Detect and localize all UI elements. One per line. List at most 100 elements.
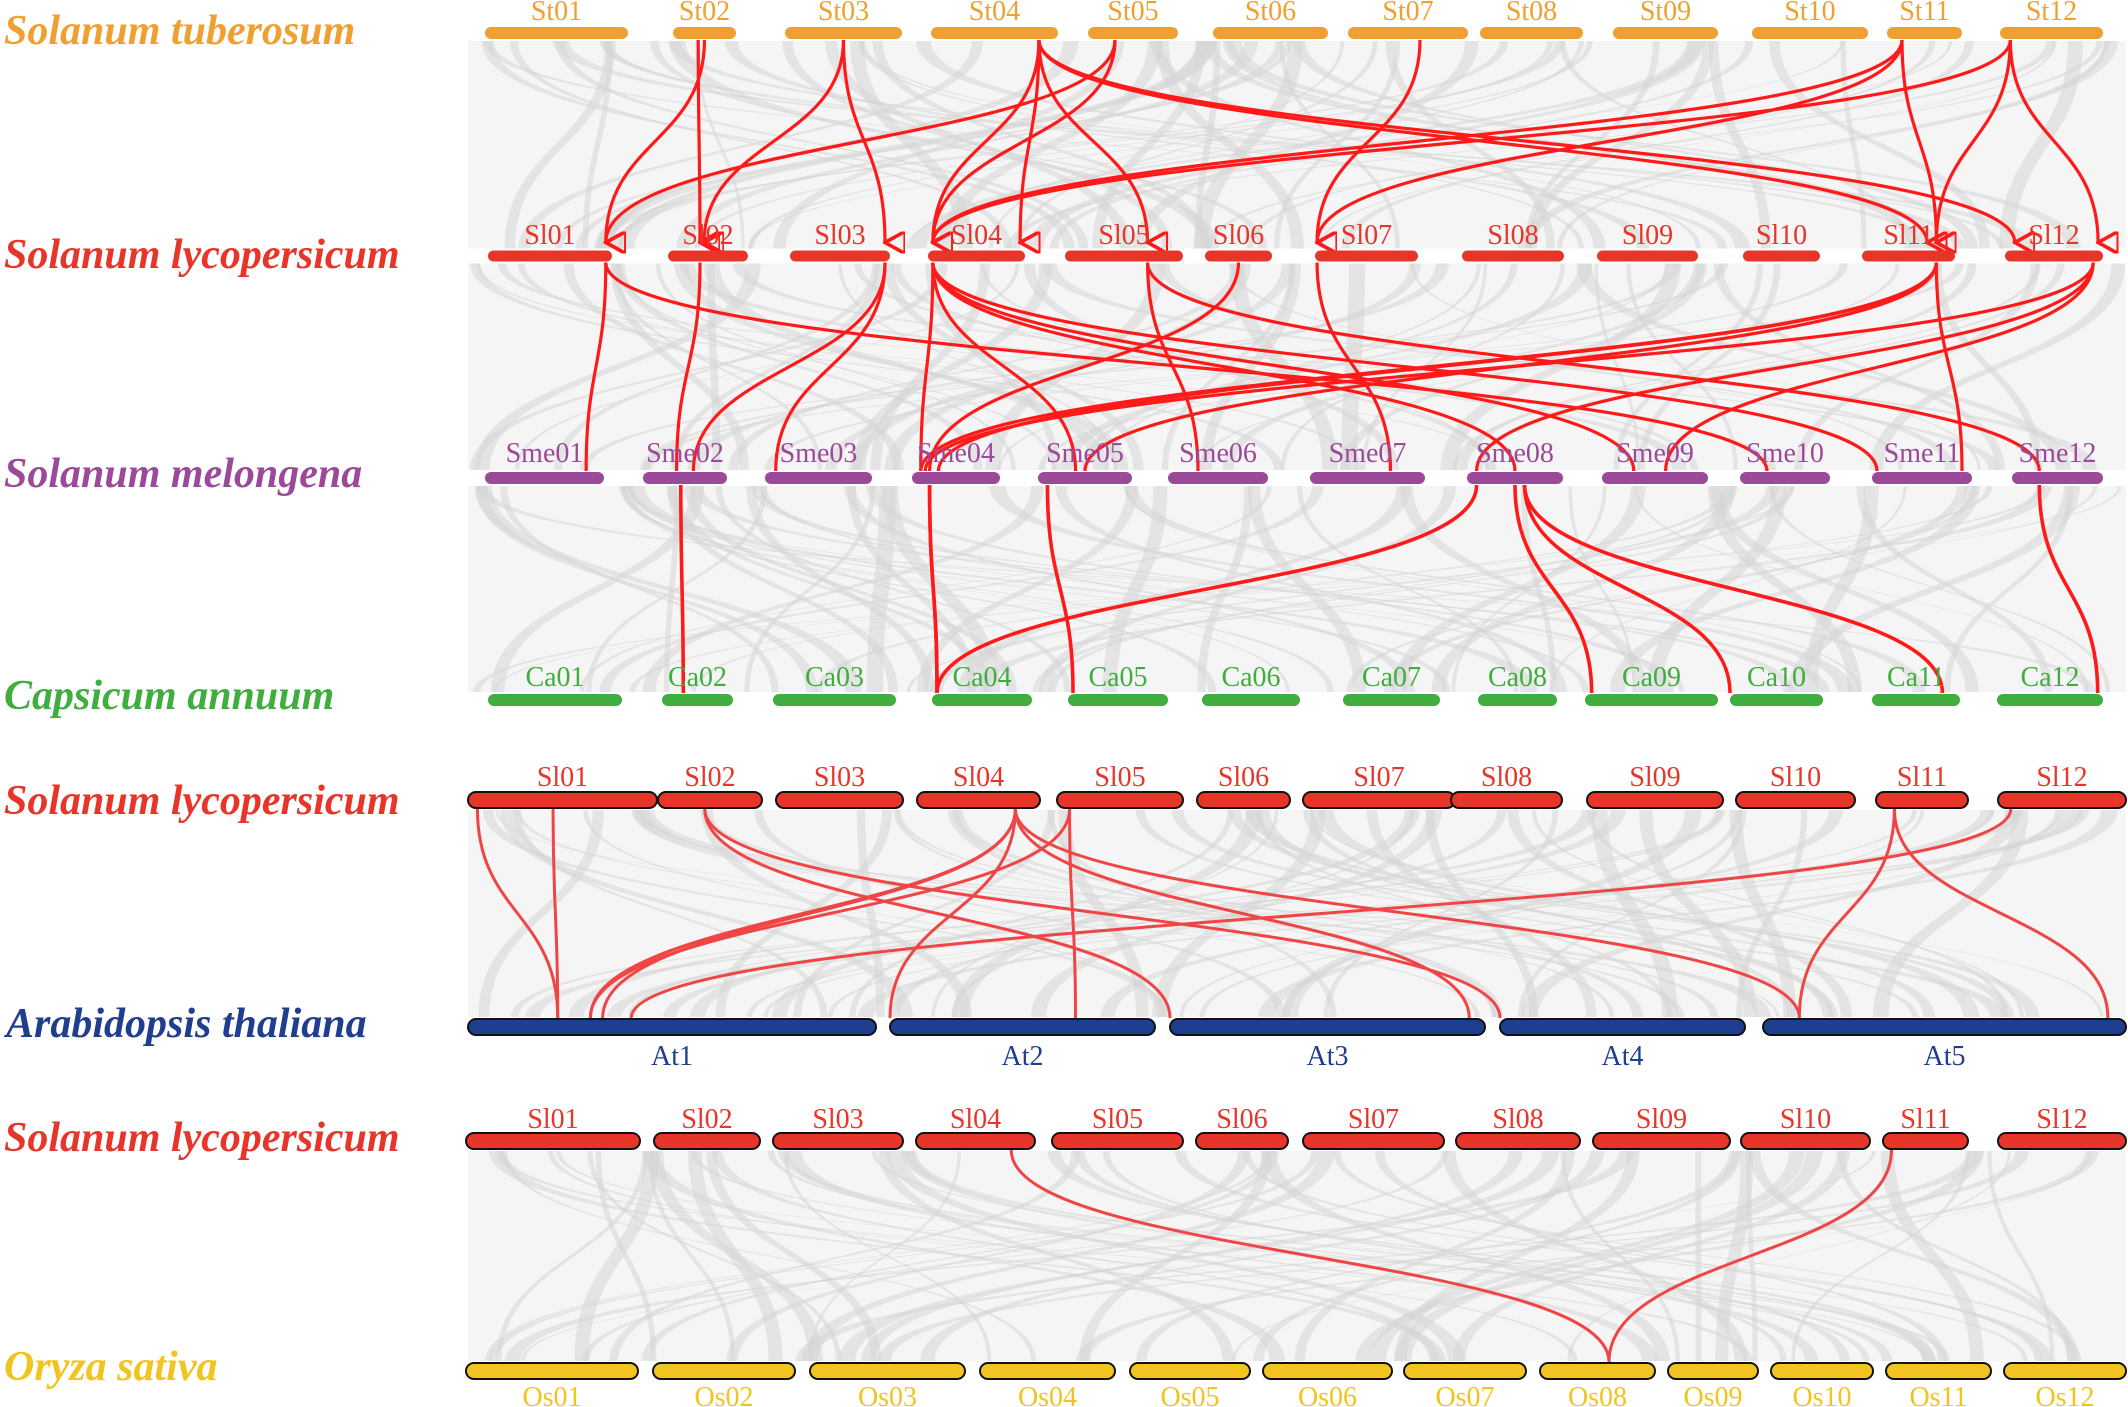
chromosome-bar [1450, 791, 1563, 809]
collinear-link [588, 808, 1072, 1019]
chromosome-label: Sl10 [1770, 762, 1821, 793]
synteny-band [1769, 41, 1991, 249]
background-synteny-links [468, 41, 2126, 1361]
chromosome-label: Sl01 [537, 762, 588, 793]
chromosome-St11: St11 [1887, 0, 1962, 39]
synteny-band [1281, 810, 1702, 1017]
chromosome-bar [1997, 694, 2103, 706]
synteny-band [925, 263, 1060, 470]
synteny-band [970, 486, 2052, 692]
synteny-band [518, 41, 984, 249]
chromosome-label: Ca03 [805, 662, 864, 693]
synteny-band [916, 41, 1750, 249]
synteny-band [783, 1151, 992, 1361]
chromosome-label: Ca07 [1362, 662, 1421, 693]
synteny-band [1385, 41, 1555, 249]
chromosome-bar [2005, 250, 2103, 262]
synteny-band [475, 486, 862, 692]
chromosome-bar [485, 472, 604, 484]
synteny-band [1869, 263, 2125, 470]
synteny-band [844, 486, 1415, 692]
chromosome-bar [1882, 1132, 1969, 1150]
synteny-band [857, 41, 1584, 249]
chromosome-label: Sl11 [1883, 220, 1933, 251]
chromosome-bar [653, 1132, 761, 1150]
synteny-band [1613, 263, 1763, 470]
chromosome-label: Sl06 [1216, 1104, 1267, 1135]
chromosome-label: Sl06 [1213, 220, 1264, 251]
chromosome-bar [1997, 791, 2127, 809]
collinear-link [1009, 1149, 1611, 1363]
chromosome-bar [1875, 791, 1969, 809]
chromosome-label: St01 [531, 0, 582, 27]
collinear-link [1892, 808, 2110, 1019]
chromosome-bar [465, 1362, 639, 1380]
synteny-band [1258, 810, 1834, 1017]
collinear-link [933, 39, 1117, 243]
chromosome-bar [1597, 250, 1698, 262]
chromosome-Sl05: Sl05 [1051, 1104, 1184, 1150]
synteny-band [1079, 1151, 1273, 1361]
synteny-band [1092, 41, 1206, 249]
synteny-band [1370, 1151, 1805, 1361]
synteny-band [852, 263, 1053, 470]
synteny-band [1253, 1151, 1743, 1361]
chromosome-Os01: Os01 [465, 1362, 639, 1407]
chromosome-Sme09: Sme09 [1602, 438, 1708, 484]
synteny-band [513, 810, 828, 1017]
synteny-band [470, 263, 948, 470]
chromosome-label: St05 [1107, 0, 1158, 27]
collinear-link [888, 808, 1017, 1019]
chromosome-label: Sl05 [1098, 220, 1149, 251]
synteny-band [910, 41, 1703, 249]
chromosome-St02: St02 [673, 0, 736, 39]
synteny-band [582, 41, 613, 249]
collinear-link [629, 808, 2013, 1019]
collinear-link [923, 262, 2095, 472]
synteny-band [1297, 486, 1519, 692]
chromosome-label: Sl12 [2028, 220, 2079, 251]
chromosome-label: Sl07 [1348, 1104, 1399, 1135]
synteny-band [481, 41, 1075, 249]
synteny-band [666, 486, 898, 692]
chromosome-label: St07 [1382, 0, 1433, 27]
chromosome-Sl10: Sl10 [1735, 762, 1856, 809]
chromosome-St01: St01 [485, 0, 628, 39]
synteny-band [612, 41, 1509, 249]
synteny-band [491, 486, 705, 692]
chromosome-Os04: Os04 [979, 1362, 1116, 1407]
collinear-link [933, 39, 1904, 243]
synteny-band [504, 41, 616, 249]
chromosome-Sme06: Sme06 [1168, 438, 1268, 484]
chromosome-bar [1480, 27, 1583, 39]
chromosome-Sl08: Sl08 [1462, 220, 1564, 262]
species-label-solanum-lycopersicum-b: Solanum lycopersicum [4, 778, 400, 824]
synteny-band [606, 810, 2090, 1017]
chromosome-label: Os09 [1683, 1382, 1742, 1407]
synteny-band [1695, 1151, 1702, 1361]
chromosome-Ca12: Ca12 [1997, 662, 2103, 706]
chromosome-Sl06: Sl06 [1205, 220, 1272, 262]
chromosome-bar [1735, 791, 1856, 809]
chromosome-bar [1302, 791, 1456, 809]
synteny-band [1646, 486, 1787, 692]
synteny-band [1586, 810, 2010, 1017]
chromosome-label: At5 [1924, 1041, 1966, 1072]
synteny-band [495, 810, 1780, 1017]
synteny-band [893, 810, 1498, 1017]
chromosome-Sl01: Sl01 [467, 762, 658, 809]
collinear-link [704, 39, 846, 243]
chromosome-Os03: Os03 [809, 1362, 966, 1407]
chromosome-bar [673, 27, 736, 39]
chromosome-Sl03: Sl03 [775, 762, 904, 809]
chromosome-label: Sme09 [1616, 438, 1694, 469]
chromosome-bar [1740, 1132, 1871, 1150]
chromosome-label: Sl09 [1629, 762, 1680, 793]
synteny-band [610, 263, 749, 470]
chromosome-Sl09: Sl09 [1597, 220, 1698, 262]
chromosome-bar [1310, 472, 1425, 484]
synteny-band [706, 1151, 882, 1361]
chromosome-Os12: Os12 [2003, 1362, 2127, 1407]
synteny-band [878, 1151, 1235, 1361]
